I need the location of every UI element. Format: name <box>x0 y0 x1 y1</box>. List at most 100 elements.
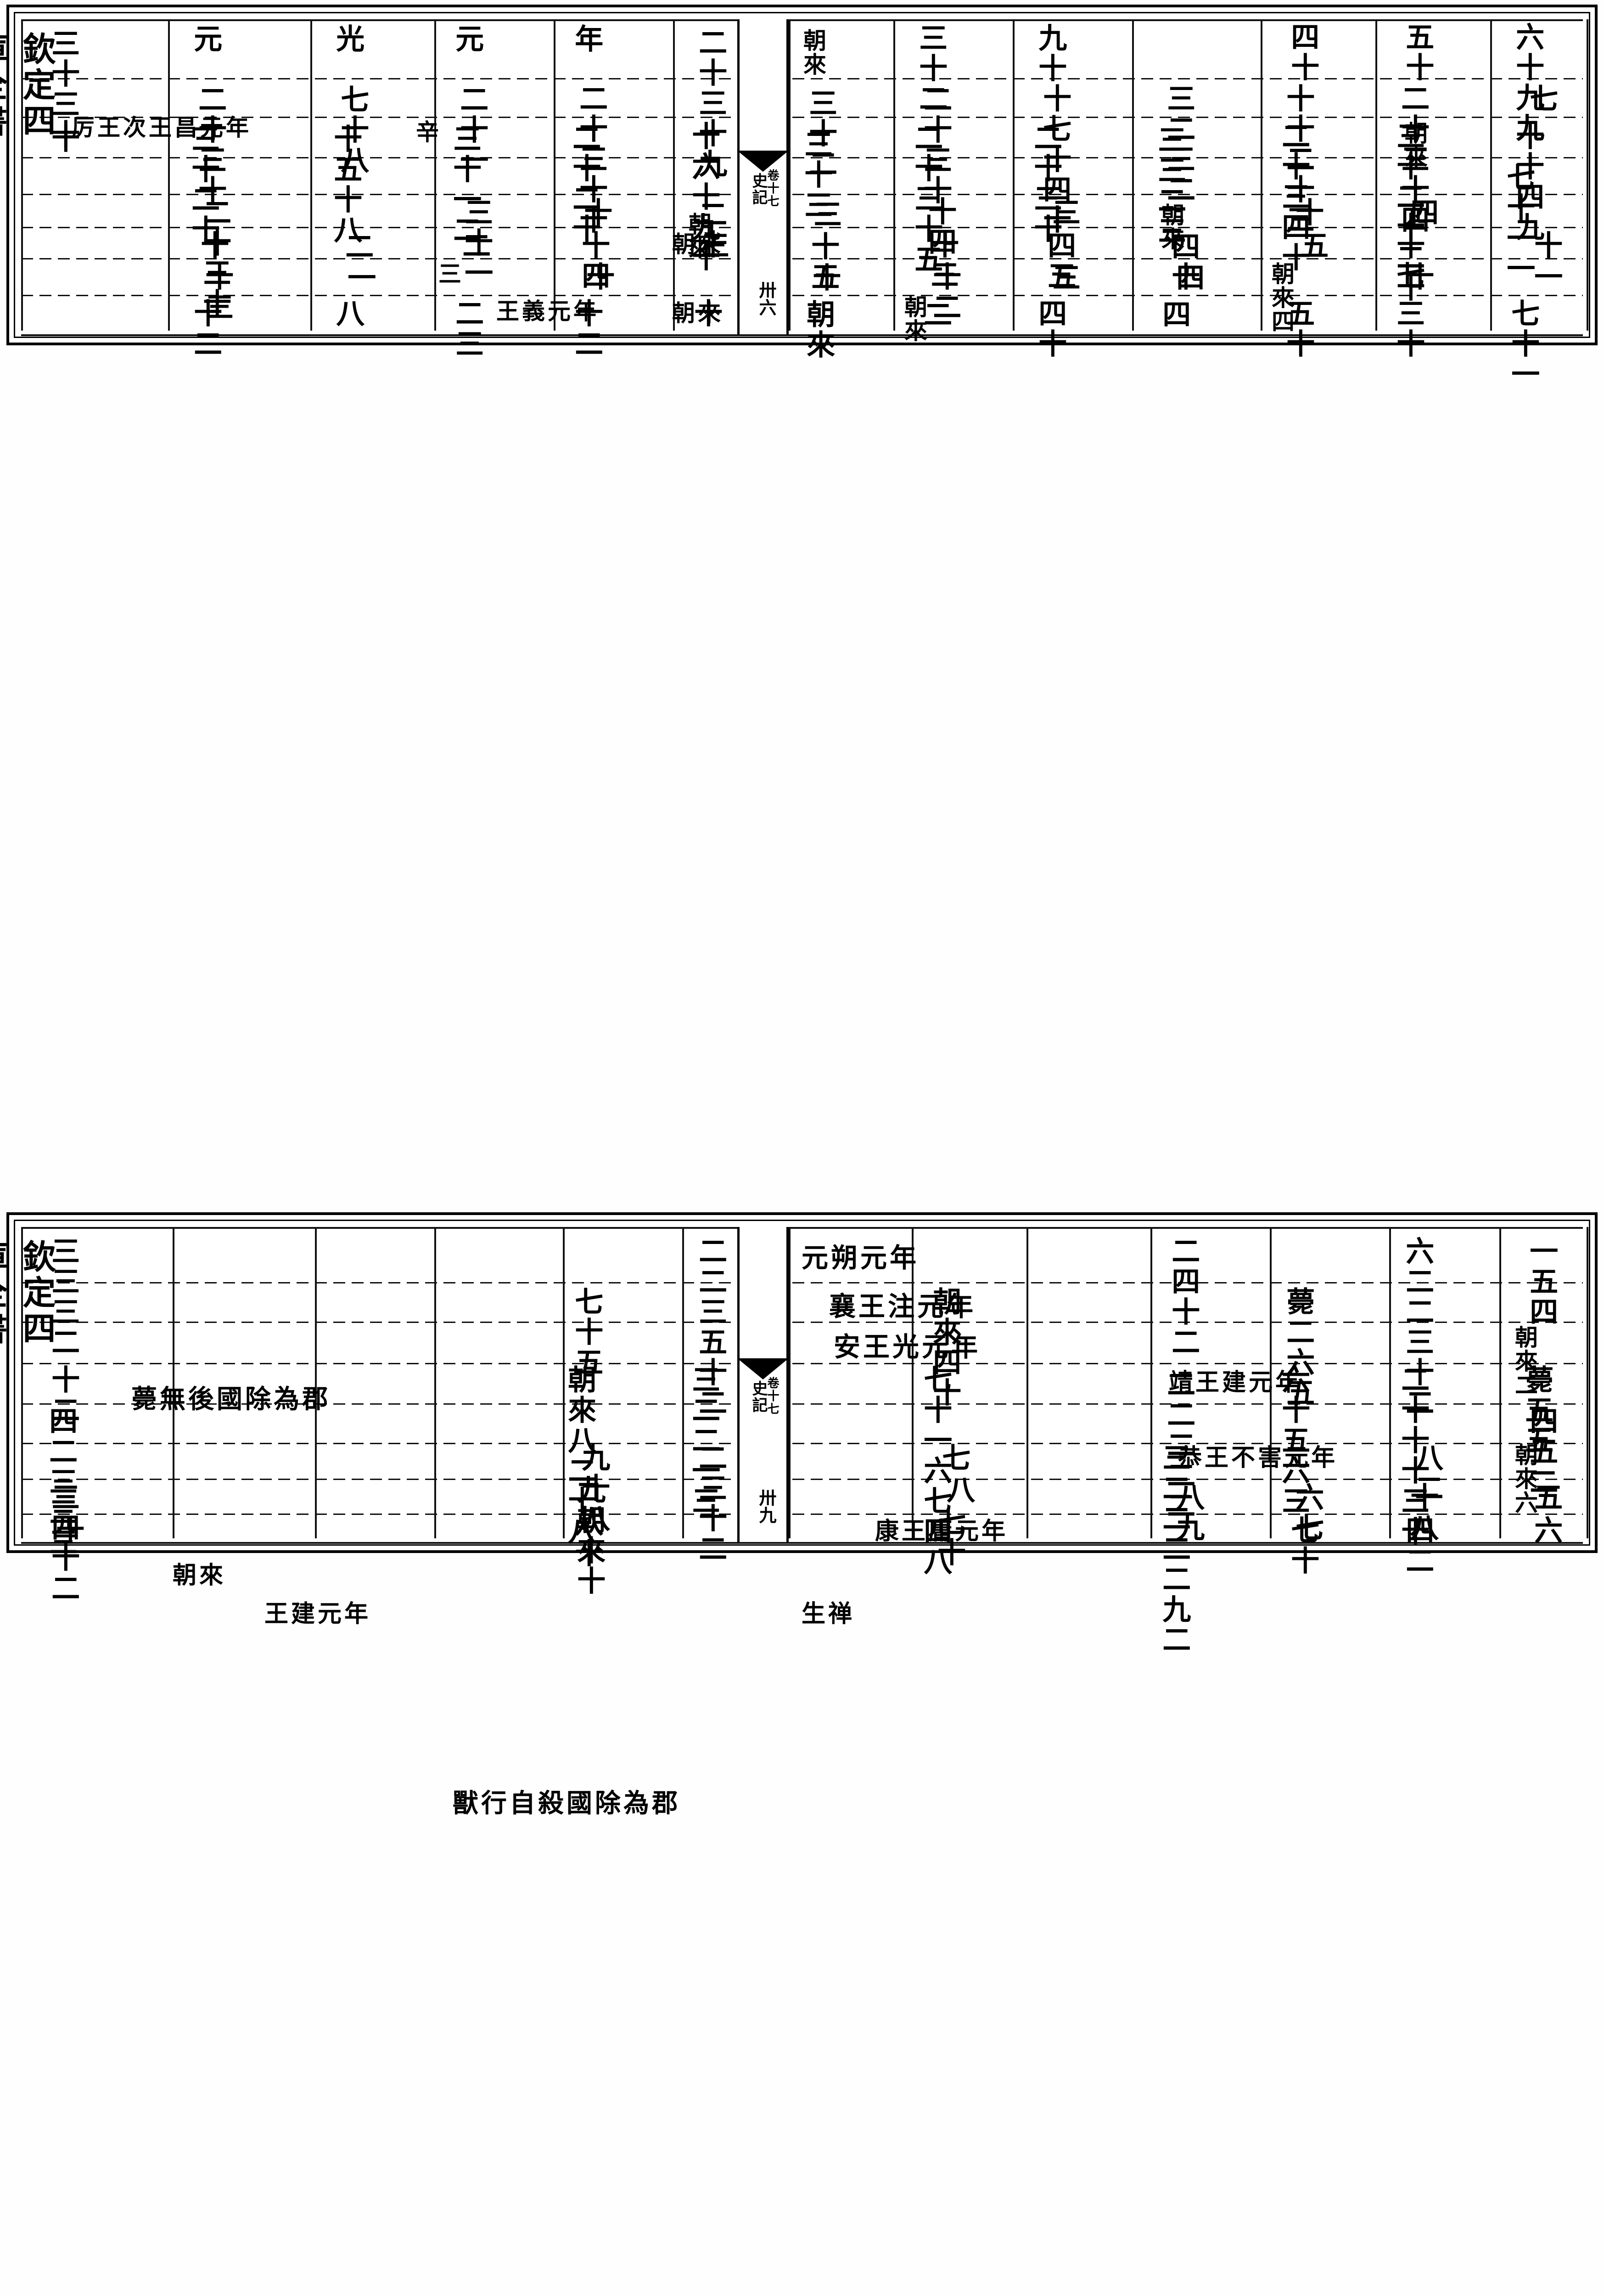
table-panel-lower: 元朔元年 襄王注元年 安王光元年 靖王建元年 恭王不害元年 康王庸元年 一五四 … <box>0 1212 1598 1818</box>
cell-c10-r1: 十十二十三 <box>1281 84 1315 235</box>
spine-page-mark-upper: 卅六 <box>756 281 777 316</box>
cell-d8-r6: 十 <box>51 1515 85 1546</box>
cell-c2-r5: 二 <box>340 231 374 262</box>
cell-d7-r5: 八十 <box>570 1508 604 1569</box>
cell-c6-r8: 朝來 <box>802 299 836 360</box>
cell-c5-header: 朝來 <box>685 212 712 260</box>
cell-c6-r1: 三十二 <box>804 88 838 179</box>
annotation-reign-chang: 厉王次王昌元年 <box>72 114 252 141</box>
cell-c10-r4: 十 <box>1290 197 1324 228</box>
cell-c8-header: 九十 <box>1033 23 1067 84</box>
cell-c6-r5: 十五 <box>806 231 840 292</box>
cell-d5-r4: 七 <box>937 1443 971 1473</box>
cell-c4-r8: 十二 <box>570 298 604 359</box>
cell-c9-r5: 四十 <box>1167 231 1200 292</box>
panel1-grid: 六十九九 七 十十四九 朝來 七十一一 十 一 七十一 五十 二十三十四 三十二… <box>21 19 1588 389</box>
cell-c2-r1: 七十八 <box>336 84 370 175</box>
cell-c7-r6: 十二 <box>928 262 962 322</box>
spine-column-upper <box>737 19 789 334</box>
cell-c8-r8: 四十 <box>1033 298 1067 359</box>
cell-c1-r6: 十三 <box>200 262 234 322</box>
cell-d8-r2: 十二 <box>46 1365 80 1425</box>
cell-c12-r6: 一 <box>1529 262 1563 292</box>
cell-c3-r4: 三十一 <box>460 197 494 288</box>
spine-banner-title-upper: 欽定四庫全書 <box>0 32 56 139</box>
cell-d1-r4: 四五二 <box>1525 1406 1559 1497</box>
cell-c5-r4: 二十 <box>694 199 728 260</box>
cell-c9-r1: 三二三二 <box>1162 84 1196 205</box>
annotation-died-no-heir: 薨無後國除為郡 <box>131 1384 331 1414</box>
cell-c4-r6: 十 <box>581 262 615 292</box>
spine-banner-title-lower: 欽定四庫全書 <box>0 1239 56 1347</box>
cell-c3-r2: 三十一二 <box>448 124 482 245</box>
cell-c3-r8: 二三 <box>450 298 484 359</box>
cell-c6-r4: 三 <box>808 199 842 230</box>
cell-c12-r3: 朝來 <box>1401 121 1428 169</box>
cell-c4-r5: 十四 <box>577 231 611 291</box>
cell-c0-r1: 三十三十 <box>46 28 80 150</box>
cell-d3-r7: 六七 <box>1290 1482 1324 1543</box>
spine-page-mark-lower: 卅九 <box>756 1489 777 1524</box>
header-gongwang: 恭王不害元年 <box>1178 1444 1338 1472</box>
cell-c7-r4: 十四 <box>923 197 957 257</box>
cell-c9-r8: 四 <box>1157 299 1191 330</box>
header-xiangwang: 襄王注元年 <box>829 1291 976 1322</box>
spine-column-lower <box>737 1227 789 1542</box>
cell-c2-r8: 八 <box>331 298 365 329</box>
cell-d5-r5: 八 <box>942 1475 976 1505</box>
annotation-chaolai-b: 朝來 <box>672 299 723 326</box>
cell-d8-r1: 三三三二 <box>46 1236 80 1357</box>
cell-c4-header: 年 <box>570 24 604 54</box>
cell-c2-r6: 一 <box>342 263 376 293</box>
cell-c9-r6: 四 <box>1171 263 1205 293</box>
cell-c1-r5: 十 <box>196 231 230 261</box>
spine-volume-lower: 卷十七 <box>765 1377 779 1415</box>
cell-c4-r4: 十 <box>579 197 613 228</box>
cell-d2-r3: 二十十十三十 <box>1396 1365 1430 1547</box>
cell-d1-r9: 六 <box>1529 1515 1563 1546</box>
cell-d4-r3: 二二二二二 <box>1162 1369 1196 1521</box>
cell-c10-r6: 朝來四 <box>1268 262 1295 333</box>
cell-c7-r8: 二 <box>919 299 953 330</box>
cell-d2-r6: 十八 <box>1405 1482 1439 1543</box>
annotation-chaolai-a: 朝來 <box>672 231 723 258</box>
cell-d2-r1: 六二二三十二 <box>1401 1236 1435 1418</box>
cell-c2-header: 光 <box>331 24 365 54</box>
spine-volume-upper: 卷十七 <box>765 169 779 208</box>
cell-d4-r7: 八九 <box>1171 1482 1205 1543</box>
cell-c12-r1: 七 <box>1525 84 1559 114</box>
cell-c10-r8: 五十 <box>1281 298 1315 359</box>
cell-c1-r1: 二十三十 <box>193 84 227 206</box>
cell-d7-r4: 九朝來十 <box>572 1475 606 1596</box>
cell-c12-r8: 七十一 <box>1506 298 1540 389</box>
panel2-grid: 元朔元年 襄王注元年 安王光元年 靖王建元年 恭王不害元年 康王庸元年 一五四 … <box>21 1227 1588 1818</box>
cell-c2-r2: 十五十八 <box>329 124 363 245</box>
cell-c11-r5: 十七 <box>1391 231 1425 291</box>
cell-c7-r5: 十三 <box>925 230 959 290</box>
annotation-chaolai-p2: 朝來 <box>173 1561 226 1589</box>
cell-c6-header: 朝來 <box>800 28 827 76</box>
cell-d5-r3: 七十一六七四八 <box>919 1365 953 1577</box>
cell-c8-r4: 三 <box>1047 197 1081 228</box>
cell-c9-header: 朝來 <box>1158 203 1185 251</box>
table-panel-upper: 六十九九 七 十十四九 朝來 七十一一 十 一 七十一 五十 二十三十四 三十二… <box>0 5 1598 389</box>
cell-d7-r2: 朝來八二十八 <box>563 1365 597 1547</box>
cell-c10-r2: 二十三四十 <box>1277 121 1311 273</box>
header-anwang: 安王光元年 <box>834 1331 981 1362</box>
cell-d1-r6: 五 <box>1529 1482 1563 1513</box>
cell-c4-r2: 二十二十 <box>567 123 601 244</box>
cell-c10-header: 四十 <box>1286 22 1320 83</box>
header-jingwang: 靖王建元年 <box>1169 1368 1302 1396</box>
cell-d7-r1: 七十五 <box>570 1287 604 1378</box>
cell-d3-r8: 七十 <box>1286 1515 1320 1576</box>
cell-c0-r2: 十 <box>46 124 80 154</box>
cell-c12-r5: 十 <box>1529 231 1563 261</box>
annotation-shengchan: 生禅 <box>802 1600 855 1628</box>
annotation-xin: 辛 <box>416 118 442 146</box>
cell-d6-r1: 二二三五十二 <box>694 1236 728 1418</box>
cell-c9-r2: 三三二三 <box>1153 125 1187 246</box>
spine-work-title-lower: 史記 <box>749 1380 768 1413</box>
cell-d8-r4: 三四十二 <box>46 1482 80 1604</box>
cell-c7-r1: 二十三十 <box>919 84 953 206</box>
